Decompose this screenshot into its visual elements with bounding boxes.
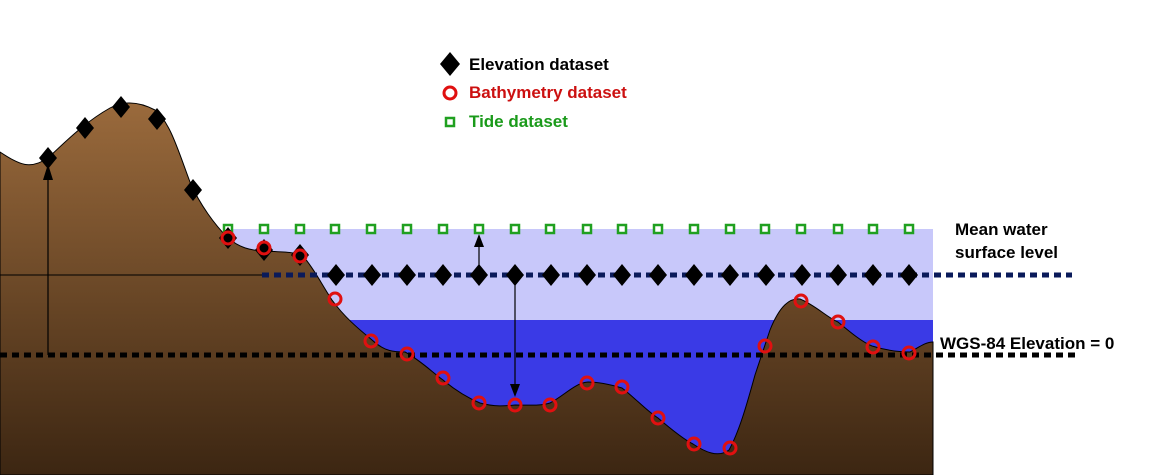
- bathymetry-marker: [471, 395, 487, 411]
- arrow-up-icon: [43, 164, 53, 355]
- elevation-marker: [434, 264, 452, 286]
- legend-elevation-label: Elevation dataset: [469, 55, 609, 74]
- ring-icon: [442, 85, 458, 101]
- tide-marker: [652, 223, 664, 235]
- tide-marker: [832, 223, 844, 235]
- bathymetry-marker: [256, 240, 272, 256]
- tide-marker: [544, 223, 556, 235]
- arrow-up-icon: [474, 234, 484, 265]
- legend: Elevation dataset Bathymetry dataset Tid…: [440, 52, 627, 131]
- elevation-marker: [184, 179, 202, 201]
- elevation-marker: [829, 264, 847, 286]
- bathymetry-marker: [579, 375, 595, 391]
- tide-marker: [581, 223, 593, 235]
- bathymetry-marker: [901, 345, 917, 361]
- bathymetry-marker: [793, 293, 809, 309]
- bathymetry-marker: [650, 410, 666, 426]
- elevation-marker: [506, 264, 524, 286]
- bathymetry-marker: [686, 436, 702, 452]
- elevation-marker: [470, 264, 488, 286]
- elevation-marker: [864, 264, 882, 286]
- elevation-marker: [39, 147, 57, 169]
- square-icon: [444, 116, 456, 128]
- elevation-marker: [363, 264, 381, 286]
- tide-marker: [509, 223, 521, 235]
- legend-bathymetry-label: Bathymetry dataset: [469, 83, 627, 102]
- tide-marker: [688, 223, 700, 235]
- elevation-marker: [398, 264, 416, 286]
- legend-tide-label: Tide dataset: [469, 112, 568, 131]
- tide-marker: [473, 223, 485, 235]
- wgs84-label: WGS-84 Elevation = 0: [940, 334, 1114, 353]
- elevation-markers: [39, 96, 918, 286]
- tide-marker: [329, 223, 341, 235]
- bathymetry-markers: [220, 230, 917, 456]
- tide-marker: [903, 223, 915, 235]
- bathymetry-marker: [614, 379, 630, 395]
- tide-marker: [867, 223, 879, 235]
- elevation-marker: [793, 264, 811, 286]
- tide-marker: [258, 223, 270, 235]
- bathymetry-marker: [722, 440, 738, 456]
- elevation-marker: [112, 96, 130, 118]
- elevation-marker: [757, 264, 775, 286]
- tide-marker: [724, 223, 736, 235]
- elevation-marker: [327, 264, 345, 286]
- tide-marker: [759, 223, 771, 235]
- elevation-marker: [649, 264, 667, 286]
- elevation-marker: [900, 264, 918, 286]
- bathymetry-marker: [542, 397, 558, 413]
- bathymetry-marker: [757, 338, 773, 354]
- tide-marker: [616, 223, 628, 235]
- bathymetry-marker: [327, 291, 343, 307]
- bathymetry-marker: [292, 248, 308, 264]
- arrow-down-icon: [510, 282, 520, 397]
- tide-marker: [365, 223, 377, 235]
- bathymetry-marker: [435, 370, 451, 386]
- elevation-marker: [721, 264, 739, 286]
- bathymetry-marker: [399, 346, 415, 362]
- elevation-marker: [685, 264, 703, 286]
- elevation-marker: [578, 264, 596, 286]
- mean-water-label-line2: surface level: [955, 243, 1058, 262]
- elevation-marker: [613, 264, 631, 286]
- tide-marker: [437, 223, 449, 235]
- bathymetry-marker: [220, 230, 236, 246]
- elevation-marker: [542, 264, 560, 286]
- bathymetry-marker: [830, 314, 846, 330]
- tide-marker: [795, 223, 807, 235]
- tide-marker: [294, 223, 306, 235]
- elevation-marker: [148, 108, 166, 130]
- bathymetry-marker: [865, 339, 881, 355]
- elevation-marker: [76, 117, 94, 139]
- bathymetry-marker: [507, 397, 523, 413]
- bathymetry-marker: [363, 333, 379, 349]
- diamond-icon: [440, 52, 460, 76]
- tide-markers: [222, 223, 915, 235]
- mean-water-label-line1: Mean water: [955, 220, 1048, 239]
- tide-marker: [401, 223, 413, 235]
